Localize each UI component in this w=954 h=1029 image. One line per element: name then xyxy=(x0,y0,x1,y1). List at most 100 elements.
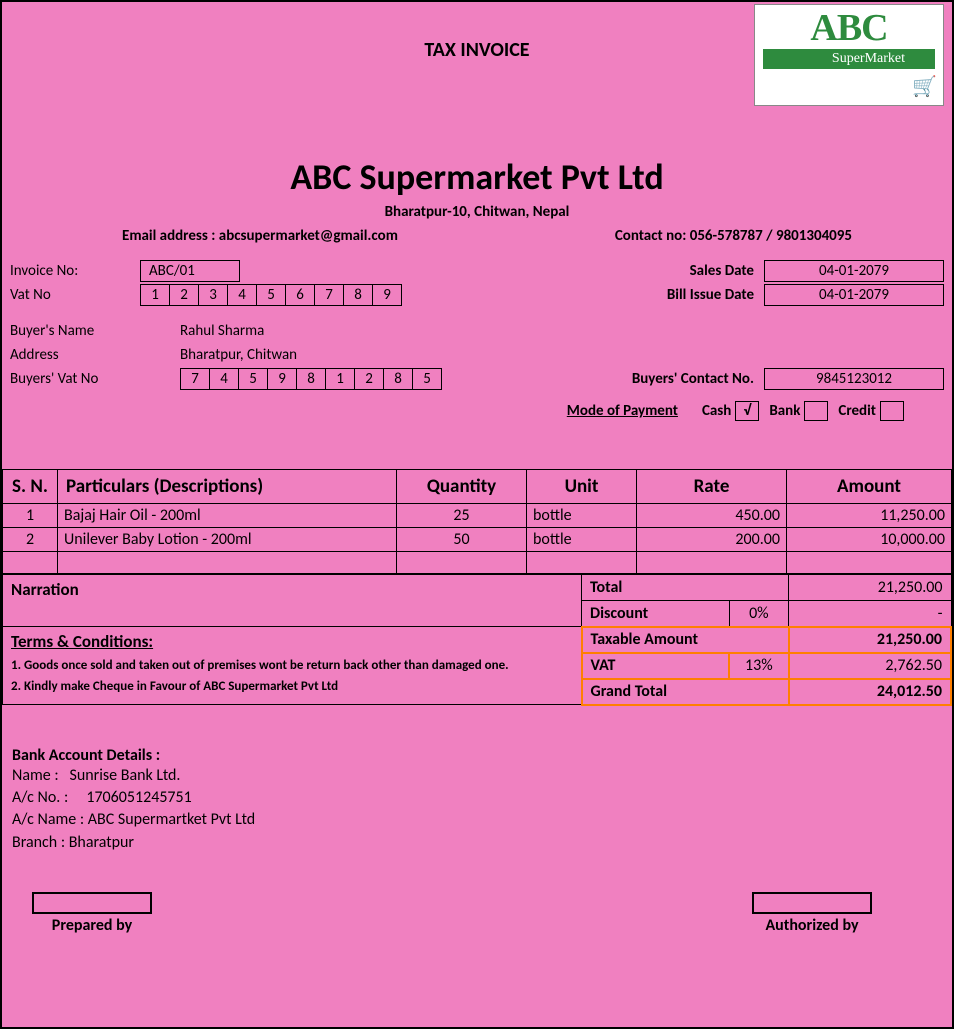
grand-label: Grand Total xyxy=(582,679,789,705)
items-table: S. N. Particulars (Descriptions) Quantit… xyxy=(2,469,952,574)
vat-digit: 1 xyxy=(140,284,170,306)
bank-name-label: Name : xyxy=(12,766,59,785)
cell-amount: 11,250.00 xyxy=(787,504,952,528)
cart-icon: 🛒 xyxy=(912,74,937,99)
invoice-info: Invoice No: ABC/01 Sales Date 04-01-2079… xyxy=(2,251,952,429)
vat-digit: 4 xyxy=(227,284,257,306)
bank-acname-label: A/c Name : xyxy=(12,810,84,829)
vat-digit: 5 xyxy=(256,284,286,306)
grand-value: 24,012.50 xyxy=(789,679,951,705)
buyer-contact-label: Buyers' Contact No. xyxy=(584,370,764,388)
narration-label: Narration xyxy=(11,579,79,600)
vat-digit: 1 xyxy=(325,368,355,390)
totals-table: Narration Total 21,250.00 Discount 0% - … xyxy=(2,574,952,706)
buyer-contact-value: 9845123012 xyxy=(764,368,944,390)
payment-cash-label: Cash xyxy=(702,402,731,420)
payment-cash-checkbox[interactable]: √ xyxy=(735,401,759,421)
logo-text-top: ABC xyxy=(810,9,887,47)
vat-digit: 5 xyxy=(412,368,442,390)
company-email: Email address : abcsupermarket@gmail.com xyxy=(122,227,398,245)
vat-pct: 13% xyxy=(729,653,789,679)
sales-date-label: Sales Date xyxy=(634,262,764,280)
buyer-vat-digits: 7 4 5 9 8 1 2 8 5 xyxy=(180,368,442,390)
payment-bank-checkbox[interactable] xyxy=(804,401,828,421)
vat-digit: 4 xyxy=(209,368,239,390)
items-header-row: S. N. Particulars (Descriptions) Quantit… xyxy=(3,470,952,504)
col-particulars: Particulars (Descriptions) xyxy=(58,470,397,504)
cell-sn: 1 xyxy=(3,504,58,528)
vat-digit: 8 xyxy=(343,284,373,306)
vat-digit: 7 xyxy=(180,368,210,390)
prepared-by-box xyxy=(32,892,152,914)
discount-label: Discount xyxy=(582,601,730,627)
buyer-addr-value: Bharatpur, Chitwan xyxy=(180,346,297,364)
invoice-page: TAX INVOICE ABC SuperMarket 🛒 ABC Superm… xyxy=(0,0,954,1029)
company-logo: ABC SuperMarket 🛒 xyxy=(754,4,944,106)
payment-credit-label: Credit xyxy=(838,402,876,420)
col-unit: Unit xyxy=(527,470,637,504)
bank-acname-value: ABC Supermartket Pvt Ltd xyxy=(88,810,255,829)
table-row-empty xyxy=(3,552,952,574)
total-label: Total xyxy=(582,575,789,601)
vat-digit: 8 xyxy=(383,368,413,390)
col-sn: S. N. xyxy=(3,470,58,504)
cell-rate: 450.00 xyxy=(637,504,787,528)
buyer-vat-label: Buyers' Vat No xyxy=(10,370,180,388)
vat-no-label: Vat No xyxy=(10,286,140,304)
discount-pct: 0% xyxy=(729,601,789,627)
company-contact: Email address : abcsupermarket@gmail.com… xyxy=(2,221,952,251)
authorized-by-block: Authorized by xyxy=(752,892,872,935)
cell-sn: 2 xyxy=(3,528,58,552)
terms-title: Terms & Conditions: xyxy=(11,631,573,652)
bill-date-label: Bill Issue Date xyxy=(634,286,764,304)
bank-branch-value: Bharatpur xyxy=(69,833,134,852)
discount-value: - xyxy=(789,601,951,627)
seller-vat-digits: 1 2 3 4 5 6 7 8 9 xyxy=(140,284,402,306)
prepared-by-label: Prepared by xyxy=(32,916,152,935)
company-name: ABC Supermarket Pvt Ltd xyxy=(2,155,952,199)
col-qty: Quantity xyxy=(397,470,527,504)
prepared-by-block: Prepared by xyxy=(32,892,152,935)
cell-amount: 10,000.00 xyxy=(787,528,952,552)
signature-row: Prepared by Authorized by xyxy=(2,862,952,935)
invoice-no-label: Invoice No: xyxy=(10,262,140,280)
bill-date-value: 04-01-2079 xyxy=(764,284,944,306)
taxable-label: Taxable Amount xyxy=(582,627,789,653)
narration-cell: Narration xyxy=(3,575,582,627)
cell-unit: bottle xyxy=(527,528,637,552)
vat-digit: 9 xyxy=(267,368,297,390)
vat-digit: 6 xyxy=(285,284,315,306)
buyer-name-label: Buyer's Name xyxy=(10,322,180,340)
header: TAX INVOICE ABC SuperMarket 🛒 xyxy=(2,10,952,120)
logo-text-sub: SuperMarket xyxy=(763,49,935,69)
cell-unit: bottle xyxy=(527,504,637,528)
payment-bank-label: Bank xyxy=(769,402,800,420)
table-row: 2 Unilever Baby Lotion - 200ml 50 bottle… xyxy=(3,528,952,552)
buyer-addr-label: Address xyxy=(10,346,180,364)
payment-credit-checkbox[interactable] xyxy=(880,401,904,421)
table-row: 1 Bajaj Hair Oil - 200ml 25 bottle 450.0… xyxy=(3,504,952,528)
bank-title: Bank Account Details : xyxy=(12,746,942,765)
sales-date-value: 04-01-2079 xyxy=(764,260,944,282)
cell-desc: Bajaj Hair Oil - 200ml xyxy=(58,504,397,528)
company-address: Bharatpur-10, Chitwan, Nepal xyxy=(2,203,952,221)
cell-qty: 50 xyxy=(397,528,527,552)
vat-digit: 7 xyxy=(314,284,344,306)
authorized-by-box xyxy=(752,892,872,914)
bank-details: Bank Account Details : Name : Sunrise Ba… xyxy=(2,706,952,863)
bank-branch-label: Branch : xyxy=(12,833,65,852)
vat-digit: 3 xyxy=(198,284,228,306)
terms-line2: 2. Kindly make Cheque in Favour of ABC S… xyxy=(11,679,573,694)
terms-line1: 1. Goods once sold and taken out of prem… xyxy=(11,658,573,673)
terms-cell: Terms & Conditions: 1. Goods once sold a… xyxy=(3,627,582,705)
bank-name-value: Sunrise Bank Ltd. xyxy=(70,766,181,785)
vat-value: 2,762.50 xyxy=(789,653,951,679)
invoice-no-value: ABC/01 xyxy=(140,260,240,282)
payment-mode-label: Mode of Payment xyxy=(567,402,678,420)
cell-desc: Unilever Baby Lotion - 200ml xyxy=(58,528,397,552)
col-rate: Rate xyxy=(637,470,787,504)
vat-digit: 2 xyxy=(354,368,384,390)
buyer-name-value: Rahul Sharma xyxy=(180,322,264,340)
cell-qty: 25 xyxy=(397,504,527,528)
col-amount: Amount xyxy=(787,470,952,504)
